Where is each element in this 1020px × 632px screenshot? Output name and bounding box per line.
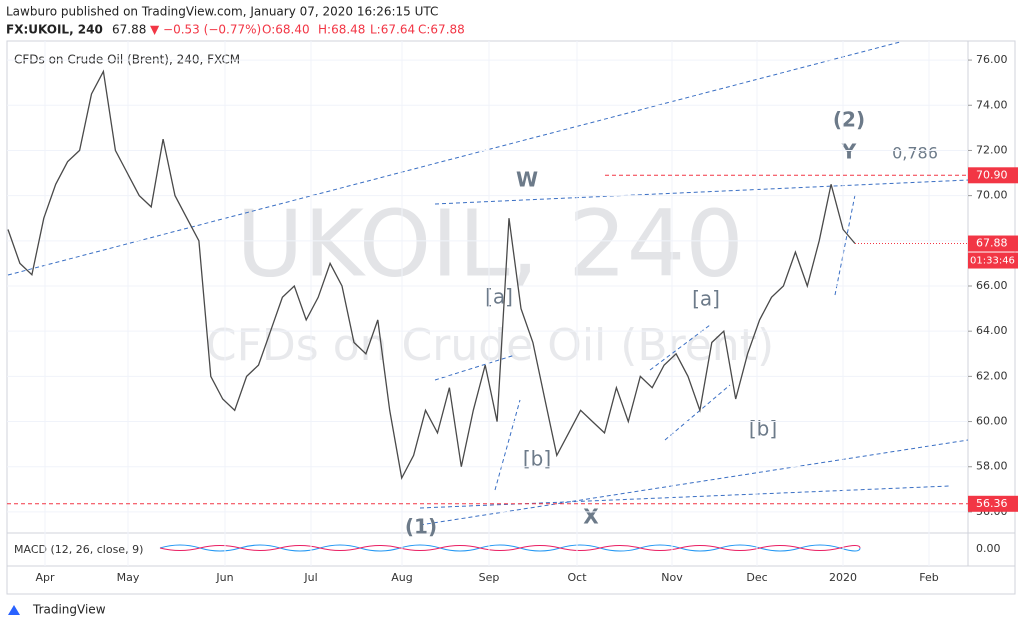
countdown-box [968,252,1018,269]
y-tick-label: 64.00 [976,324,1008,337]
trendline [419,439,969,526]
trendline [664,384,731,441]
change: ▼ −0.53 (−0.77%) [150,23,261,37]
price-label: 56.36 [976,497,1008,510]
trendlines [7,41,969,526]
y-tick-label: 70.00 [976,189,1008,202]
price-label-box [968,235,1018,252]
countdown: 01:33:46 [970,256,1015,267]
trendline [434,179,969,205]
wave-label: [a] [485,285,513,309]
watermark-sub: CFDs on Crude Oil (Brent) [206,320,774,371]
wave-label: W [516,168,538,192]
x-tick-label: Feb [919,571,938,584]
x-tick-label: 2020 [829,571,857,584]
fib-label: 0,786 [892,144,938,163]
wave-label: (2) [833,108,865,132]
footer: TradingView [32,603,106,617]
x-tick-label: Jul [303,571,317,584]
wave-labels: W X Y (2) (1) [a] [b] [a] [b] 0,786 [405,108,938,539]
wave-label: Y [841,140,857,164]
last-price: 67.88 [112,23,146,37]
y-tick-label: 76.00 [976,53,1008,66]
x-tick-label: Apr [35,571,55,584]
trendline [834,194,856,296]
x-tick-label: May [117,571,140,584]
open: O:68.40 [262,23,310,37]
chart-title: CFDs on Crude Oil (Brent), 240, FXCM [14,53,240,67]
price-line [7,69,856,480]
macd-tick: 0.00 [976,542,1001,555]
high: H:68.48 [318,23,365,37]
y-tick-label: 58.00 [976,460,1008,473]
logo: TradingView [8,603,106,617]
price-label-box [968,167,1018,184]
x-tick-label: Nov [661,571,683,584]
trendline [649,324,711,371]
low: L:67.64 [370,23,415,37]
wave-label: [a] [692,287,720,311]
macd-signal [159,545,861,551]
x-tick-label: Dec [746,571,767,584]
chart-frame [6,40,1016,595]
wave-label: [b] [749,417,777,441]
price-label: 67.88 [976,237,1008,250]
logo-icon [8,605,20,615]
y-tick-label: 72.00 [976,143,1008,156]
wave-label: (1) [405,515,437,539]
y-tick-label: 60.00 [976,415,1008,428]
x-tick-label: Oct [567,571,587,584]
wave-label: X [583,505,599,529]
macd-label: MACD (12, 26, close, 9) [14,543,143,556]
price-label-box [968,495,1018,512]
y-tick-label: 66.00 [976,279,1008,292]
trendline [419,485,951,509]
trendline [494,399,521,491]
y-tick-label: 74.00 [976,98,1008,111]
x-tick-label: Jun [215,571,233,584]
symbol: FX:UKOIL, 240 [6,23,103,37]
publisher: Lawburo published on TradingView.com, Ja… [6,5,438,19]
watermark: UKOIL, 240 [236,190,744,297]
y-tick-label: 62.00 [976,369,1008,382]
close: C:67.88 [418,23,465,37]
price-label: 70.90 [976,168,1008,181]
x-tick-label: Aug [391,571,412,584]
x-tick-label: Sep [479,571,500,584]
